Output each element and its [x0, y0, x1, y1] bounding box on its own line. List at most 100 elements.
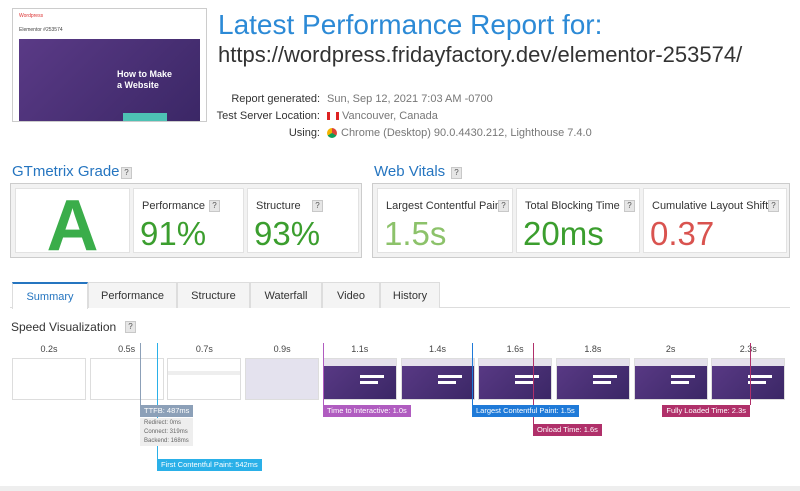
help-icon[interactable]: ?: [125, 321, 136, 333]
frame-text: [359, 381, 378, 384]
frame-text: [592, 381, 611, 384]
metric-label: Performance: [142, 200, 205, 212]
help-icon[interactable]: ?: [768, 200, 779, 212]
metric-cell: Total Blocking Time ? 20ms: [516, 188, 640, 253]
frame-bar: [479, 359, 552, 366]
tab[interactable]: Waterfall: [250, 282, 322, 308]
frame-time: 1.6s: [506, 344, 524, 354]
help-icon[interactable]: ?: [121, 167, 132, 179]
metric-cell: Performance ? 91%: [133, 188, 244, 253]
metric-value: 0.37: [650, 215, 715, 252]
frame-bar: [401, 359, 474, 366]
frame: [167, 358, 242, 400]
frame-text: [748, 381, 767, 384]
marker-label: First Contentful Paint: 542ms: [157, 459, 262, 471]
frame: [478, 358, 553, 400]
detail-label: Test Server Location:: [216, 110, 320, 122]
tab[interactable]: Video: [322, 282, 380, 308]
frame: [245, 358, 320, 400]
frame-time: 1.4s: [428, 344, 446, 354]
frame-time: 0.2s: [40, 344, 58, 354]
help-icon[interactable]: ?: [312, 200, 323, 212]
frame-text: [437, 381, 456, 384]
grade-letter: A: [46, 186, 99, 266]
frame-text: [515, 381, 534, 384]
ttfb-detail: Backend: 168ms: [144, 438, 189, 444]
thumb-nav: Elementor #253574: [19, 27, 63, 33]
frame-text: [515, 375, 540, 378]
metric-label: Largest Contentful Paint: [386, 200, 505, 212]
marker-label: Fully Loaded Time: 2.3s: [662, 405, 750, 417]
frame: [633, 358, 708, 400]
tab[interactable]: Performance: [88, 282, 177, 308]
detail-label: Using:: [288, 127, 320, 139]
frame-bar: [323, 359, 396, 366]
detail-value: Vancouver, Canada: [342, 110, 438, 122]
marker-line: [157, 343, 158, 459]
frame-text: [592, 375, 617, 378]
marker-label: Onload Time: 1.6s: [533, 424, 602, 436]
frame: [89, 358, 164, 400]
vitals-box: Largest Contentful Paint ? 1.5s Total Bl…: [372, 183, 790, 258]
ttfb-detail: Connect: 319ms: [144, 429, 188, 435]
marker-line: [472, 343, 473, 405]
section-title: Web Vitals: [374, 163, 446, 180]
frame-time: 2.3s: [739, 344, 757, 354]
metric-value: 20ms: [523, 215, 604, 252]
marker-label: Time to Interactive: 1.0s: [323, 405, 411, 417]
frame-text: [748, 375, 773, 378]
tab[interactable]: Structure: [177, 282, 250, 308]
metric-value: 1.5s: [384, 215, 447, 252]
frame: [12, 358, 86, 400]
metric-label: Structure: [256, 200, 301, 212]
flag-icon: [327, 112, 339, 120]
tab[interactable]: History: [380, 282, 440, 308]
frame-bar: [634, 359, 707, 366]
frame: [322, 358, 397, 400]
ttfb-details: Redirect: 0ms Connect: 319ms Backend: 16…: [140, 418, 193, 446]
report-title: Latest Performance Report for:: [218, 9, 603, 40]
help-icon[interactable]: ?: [209, 200, 220, 212]
section-title: Speed Visualization: [11, 320, 117, 334]
detail-value: Chrome (Desktop) 90.0.4430.212, Lighthou…: [341, 127, 592, 139]
frame-bar: [712, 359, 785, 366]
bottom-rule: [0, 486, 800, 491]
marker-line: [140, 343, 141, 405]
ttfb-detail: Redirect: 0ms: [144, 420, 182, 426]
help-icon[interactable]: ?: [624, 200, 635, 212]
detail-label: Report generated:: [231, 93, 320, 105]
frame-time: 1.1s: [351, 344, 369, 354]
frame-time: 1.8s: [584, 344, 602, 354]
report-url: https://wordpress.fridayfactory.dev/elem…: [218, 42, 743, 67]
metric-cell: Structure ? 93%: [247, 188, 359, 253]
thumb-hero-text: How to Make a Website: [117, 69, 173, 90]
frame-text: [359, 375, 384, 378]
frame-time: 0.5s: [118, 344, 136, 354]
grade-cell: A: [15, 186, 130, 266]
frame: [555, 358, 630, 400]
chrome-icon: [327, 128, 337, 138]
frame-time: 2s: [665, 344, 676, 354]
detail-value: Sun, Sep 12, 2021 7:03 AM -0700: [327, 93, 493, 105]
grade-box: A Performance ? 91% Structure ? 93%: [10, 183, 362, 266]
frame-bar: [556, 359, 629, 366]
thumb-site: Wordpress: [19, 13, 44, 19]
frame-text: [670, 375, 695, 378]
section-title: GTmetrix Grade: [12, 163, 120, 180]
frame: [400, 358, 475, 400]
marker-label: TTFB: 487ms: [140, 405, 193, 417]
thumb-hero: How to Make a Website: [19, 39, 200, 121]
marker-label: Largest Contentful Paint: 1.5s: [472, 405, 579, 417]
help-icon[interactable]: ?: [451, 167, 462, 179]
metric-label: Total Blocking Time: [525, 200, 620, 212]
thumbnail: Wordpress Elementor #253574 How to Make …: [12, 8, 207, 122]
thumb-button: [123, 113, 167, 121]
marker-line: [750, 343, 751, 405]
metric-cell: Largest Contentful Paint ? 1.5s: [377, 188, 513, 253]
tab[interactable]: Summary: [12, 282, 88, 309]
metric-value: 93%: [254, 215, 321, 252]
frame-text: [670, 381, 689, 384]
help-icon[interactable]: ?: [498, 200, 509, 212]
metric-value: 91%: [140, 215, 207, 252]
